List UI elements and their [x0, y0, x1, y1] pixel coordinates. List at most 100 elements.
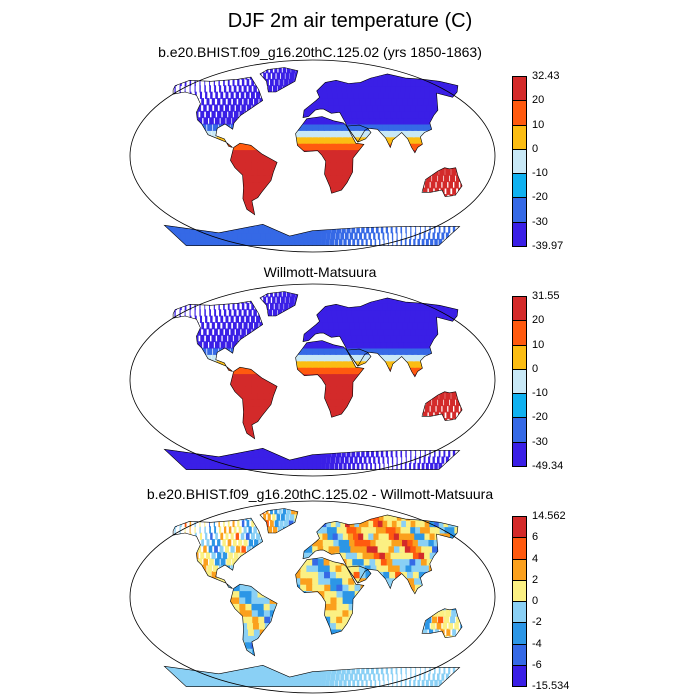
- grid-cell: [334, 238, 339, 246]
- grid-cell: [396, 551, 405, 560]
- grid-cell: [204, 78, 206, 87]
- grid-cell: [298, 456, 305, 464]
- grid-cell: [348, 609, 355, 617]
- grid-cell: [217, 322, 221, 330]
- grid-cell: [357, 341, 366, 349]
- grid-cell: [407, 284, 418, 291]
- grid-cell: [205, 67, 208, 74]
- grid-cell: [312, 130, 319, 138]
- grid-cell: [251, 168, 260, 176]
- grid-cell: [256, 315, 261, 323]
- grid-cell: [246, 328, 252, 336]
- grid-cell: [386, 322, 395, 330]
- grid-cell: [335, 181, 343, 189]
- grid-cell: [206, 98, 210, 106]
- grid-cell: [388, 564, 396, 572]
- grid-cell: [213, 78, 215, 87]
- grid-cell: [441, 456, 445, 464]
- grid-cell: [264, 615, 272, 624]
- grid-cell: [354, 232, 358, 240]
- grid-cell: [342, 366, 350, 375]
- grid-cell: [239, 603, 247, 611]
- grid-cell: [388, 91, 398, 99]
- coastline-australia: [421, 391, 463, 421]
- grid-cell: [208, 328, 213, 336]
- grid-cell: [454, 660, 456, 668]
- grid-cell: [438, 615, 444, 624]
- grid-cell: [335, 564, 343, 572]
- grid-cell: [324, 162, 332, 170]
- grid-cell: [343, 679, 347, 687]
- grid-cell: [384, 136, 392, 144]
- grid-cell: [312, 462, 318, 470]
- grid-cell: [356, 85, 365, 93]
- grid-cell: [376, 347, 385, 355]
- grid-cell: [373, 91, 382, 99]
- grid-cell: [323, 117, 331, 125]
- grid-cell: [306, 583, 313, 592]
- grid-cell: [281, 72, 285, 80]
- grid-cell: [407, 110, 417, 119]
- grid-cell: [379, 551, 388, 560]
- grid-cell: [405, 667, 407, 675]
- grid-cell: [253, 411, 262, 419]
- grid-cell: [441, 673, 445, 681]
- grid-cell: [330, 577, 338, 585]
- grid-cell: [258, 405, 267, 413]
- grid-cell: [246, 647, 255, 656]
- grid-cell: [230, 91, 234, 99]
- grid-cell: [207, 347, 213, 355]
- grid-cell: [245, 679, 255, 687]
- grid-cell: [411, 564, 420, 572]
- grid-cell: [149, 329, 151, 336]
- grid-cell: [373, 78, 382, 87]
- grid-cell: [337, 315, 345, 323]
- grid-cell: [336, 226, 342, 234]
- grid-cell: [359, 354, 367, 362]
- grid-cell: [348, 155, 356, 163]
- grid-cell: [342, 596, 350, 604]
- grid-cell: [379, 469, 381, 470]
- grid-cell: [341, 622, 348, 630]
- grid-cell: [393, 123, 402, 131]
- grid-cell: [426, 328, 437, 336]
- grid-cell: [423, 347, 432, 355]
- grid-cell: [323, 564, 331, 572]
- grid-cell: [245, 155, 253, 163]
- grid-cell: [249, 635, 258, 643]
- grid-cell: [324, 373, 332, 381]
- grid-cell: [346, 226, 351, 234]
- grid-cell: [386, 117, 395, 125]
- grid-cell: [396, 456, 398, 464]
- grid-cell: [190, 72, 193, 80]
- grid-cell: [357, 558, 366, 566]
- grid-cell: [372, 104, 381, 112]
- grid-cell: [241, 456, 251, 464]
- grid-cell: [474, 425, 476, 432]
- grid-cell: [307, 462, 313, 470]
- grid-cell: [423, 411, 428, 419]
- grid-cell: [405, 564, 414, 572]
- grid-cell: [425, 679, 429, 687]
- grid-cell: [396, 673, 398, 681]
- grid-cell: [247, 181, 255, 189]
- grid-cell: [423, 284, 435, 291]
- grid-cell: [214, 85, 217, 93]
- grid-cell: [199, 315, 203, 323]
- grid-cell: [361, 667, 365, 675]
- grid-cell: [270, 67, 273, 74]
- grid-cell: [445, 609, 451, 617]
- grid-cell: [330, 596, 338, 604]
- grid-cell: [395, 85, 405, 93]
- grid-cell: [321, 679, 326, 687]
- grid-cell: [387, 302, 397, 311]
- grid-cell: [239, 379, 247, 387]
- grid-cell: [391, 322, 401, 330]
- grid-cell: [306, 334, 313, 343]
- grid-cell: [345, 334, 354, 343]
- grid-cell: [326, 78, 333, 87]
- grid-cell: [441, 72, 454, 80]
- colorbar-swatch: [512, 197, 527, 223]
- grid-cell: [430, 686, 436, 687]
- grid-cell: [253, 226, 262, 234]
